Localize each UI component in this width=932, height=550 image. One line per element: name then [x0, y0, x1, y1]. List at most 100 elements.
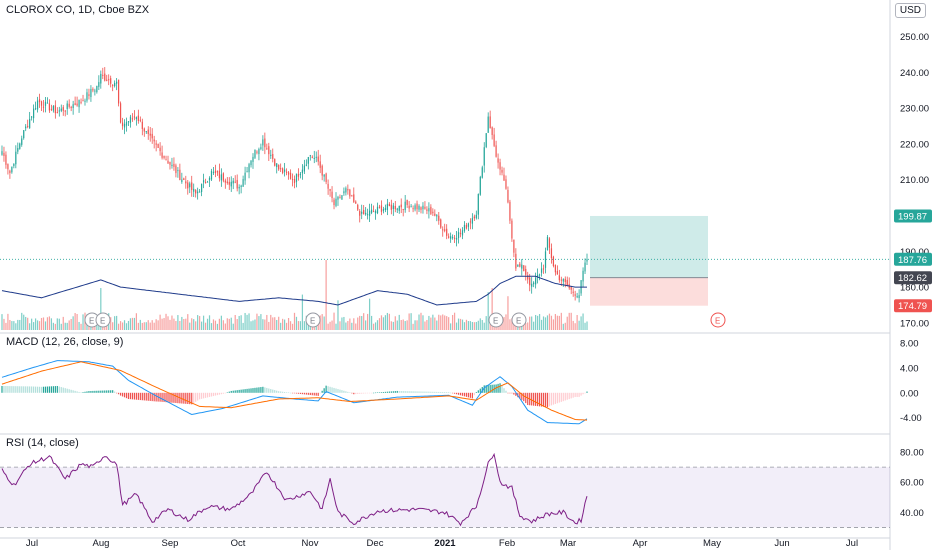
volume-bar: [195, 321, 197, 330]
volume-bar: [216, 323, 219, 330]
volume-bar: [165, 313, 167, 330]
volume-bar: [483, 322, 485, 330]
candle-body: [457, 232, 460, 238]
macd-histogram-bar: [562, 392, 564, 402]
candle-body: [319, 161, 321, 168]
candle-body: [578, 295, 580, 298]
candle-body: [276, 163, 278, 168]
candle-body: [133, 116, 136, 118]
candle-body: [112, 84, 114, 86]
candle-body: [287, 172, 290, 175]
macd-histogram-bar: [72, 390, 74, 393]
volume-bar: [199, 316, 201, 330]
volume-bar: [450, 323, 452, 330]
candle-body: [566, 279, 568, 286]
macd-histogram-bar: [410, 391, 412, 393]
volume-bar: [564, 322, 566, 330]
candle-body: [367, 214, 369, 216]
candle-body: [582, 270, 584, 282]
candle-body: [46, 102, 49, 104]
volume-bar: [418, 314, 420, 330]
macd-histogram-bar: [284, 392, 286, 393]
macd-histogram-bar: [489, 384, 491, 393]
macd-histogram-bar: [495, 384, 497, 393]
macd-histogram-bar: [351, 392, 353, 394]
volume-bar: [440, 315, 442, 330]
candle-body: [505, 179, 507, 189]
rsi-line: [1, 452, 588, 527]
volume-bar: [145, 322, 147, 330]
volume-bar: [19, 319, 21, 330]
macd-histogram-bar: [254, 387, 256, 393]
entry-price-label: 182.62: [898, 273, 927, 284]
macd-histogram-bar: [42, 386, 45, 393]
volume-bar: [321, 314, 323, 330]
macd-histogram-bar: [471, 392, 473, 399]
time-axis-tick: Mar: [560, 538, 576, 549]
volume-bar: [78, 321, 80, 330]
volume-bar: [359, 315, 361, 330]
candle-body: [38, 99, 41, 103]
macd-histogram-bar: [214, 392, 217, 396]
candle-body: [329, 189, 331, 191]
macd-histogram-bar: [416, 391, 418, 393]
volume-bar: [133, 317, 136, 330]
currency-badge[interactable]: USD: [894, 3, 926, 18]
candle-body: [438, 215, 440, 221]
volume-bar: [491, 288, 493, 330]
volume-bar: [329, 321, 331, 330]
macd-histogram-bar: [372, 392, 375, 394]
candle-body: [42, 106, 45, 108]
macd-histogram-bar: [40, 386, 43, 393]
candle-body: [576, 296, 578, 298]
macd-histogram-bar: [303, 392, 305, 395]
candle-body: [167, 160, 169, 164]
candle-body: [11, 166, 13, 173]
candle-body: [309, 155, 311, 157]
time-axis-tick: Sep: [162, 538, 179, 549]
macd-histogram-bar: [584, 392, 586, 394]
volume-bar: [17, 319, 19, 330]
candle-body: [349, 189, 351, 197]
macd-histogram-bar: [116, 392, 118, 394]
price-axis-tick: 170.00: [900, 318, 929, 329]
volume-bar: [36, 320, 39, 330]
volume-bar: [234, 315, 236, 330]
volume-bar: [100, 288, 102, 330]
macd-histogram-bar: [479, 388, 481, 393]
macd-histogram-bar: [123, 392, 126, 398]
candle-body: [517, 264, 519, 267]
macd-histogram-bar: [197, 392, 199, 401]
candle-body: [224, 180, 226, 183]
macd-histogram-bar: [171, 392, 173, 403]
volume-bar: [347, 321, 349, 330]
macd-histogram-bar: [307, 392, 309, 395]
volume-bar: [264, 319, 266, 330]
macd-histogram-bar: [363, 392, 365, 394]
macd-histogram-bar: [78, 391, 80, 393]
volume-bar: [232, 323, 234, 330]
volume-bar: [408, 313, 410, 330]
volume-bar: [452, 314, 454, 330]
candle-body: [56, 112, 58, 114]
candle-body: [392, 205, 394, 210]
volume-bar: [410, 313, 412, 330]
macd-histogram-bar: [177, 392, 179, 404]
volume-bar: [222, 320, 224, 330]
volume-bar: [438, 314, 440, 330]
volume-bar: [412, 323, 414, 330]
macd-histogram-bar: [564, 392, 566, 401]
volume-bar: [363, 313, 365, 330]
candle-body: [533, 282, 535, 285]
candle-body: [418, 205, 420, 210]
macd-histogram-bar: [412, 391, 414, 393]
volume-bar: [394, 316, 396, 330]
macd-histogram-bar: [483, 385, 485, 393]
volume-bar: [289, 321, 292, 330]
macd-histogram-bar: [444, 392, 446, 393]
candle-body: [525, 268, 527, 275]
stop-price-label: 174.79: [898, 301, 927, 312]
candle-body: [450, 236, 452, 239]
volume-bar: [159, 314, 161, 330]
